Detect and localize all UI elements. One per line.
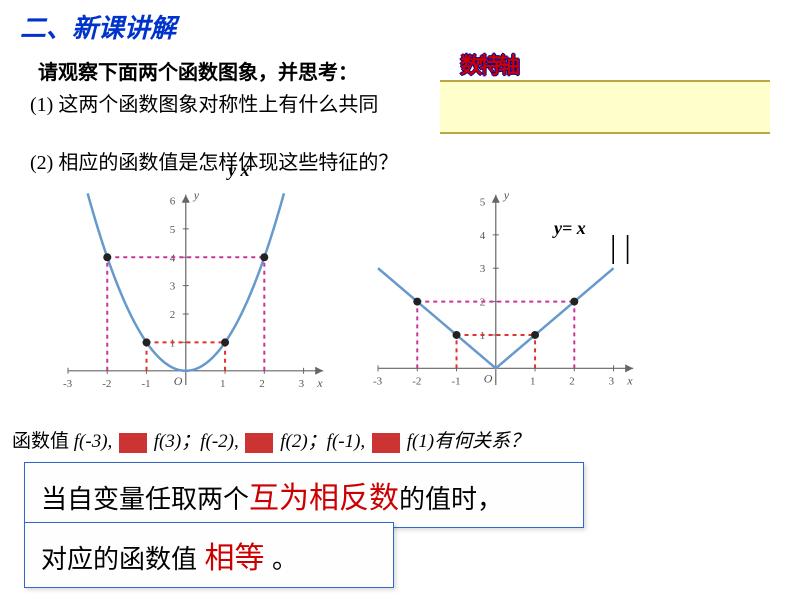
observe-text: 请观察下面两个函数图象，并思考： — [38, 56, 358, 85]
svg-text:-1: -1 — [452, 375, 461, 387]
highlight-box — [440, 80, 770, 134]
svg-text:-3: -3 — [373, 375, 383, 387]
svg-text:x: x — [316, 376, 323, 390]
svg-text:2: 2 — [569, 375, 575, 387]
question-1: (1) 这两个函数图象对称性上有什么共同 — [30, 88, 378, 117]
value-question: 函数值 f(-3), f(3)；f(-2), f(2)；f(-1), f(1)有… — [12, 426, 529, 453]
svg-text:5: 5 — [480, 196, 486, 208]
blur-badge: 数特轴 — [460, 48, 517, 80]
red-block-1 — [119, 433, 147, 453]
svg-text:2: 2 — [170, 309, 176, 321]
svg-text:-1: -1 — [142, 378, 151, 390]
svg-text:3: 3 — [170, 281, 176, 293]
svg-text:3: 3 — [609, 375, 615, 387]
svg-text:x: x — [626, 373, 633, 387]
svg-text:1: 1 — [530, 375, 536, 387]
svg-text:O: O — [174, 374, 183, 388]
svg-text:1: 1 — [480, 330, 486, 342]
red-block-3 — [372, 433, 400, 453]
svg-text:3: 3 — [299, 378, 305, 390]
conclusion-box-1: 当自变量任取两个互为相反数的值时， — [24, 462, 584, 528]
question-2: (2) 相应的函数值是怎样体现这些特征的？ — [30, 146, 398, 175]
red-block-2 — [245, 433, 273, 453]
svg-text:-3: -3 — [63, 378, 73, 390]
conclusion-box-2: 对应的函数值 相等 。 — [24, 522, 394, 588]
svg-text:1: 1 — [220, 378, 226, 390]
svg-text:4: 4 — [480, 230, 486, 242]
svg-text:-2: -2 — [102, 378, 111, 390]
svg-text:2: 2 — [259, 378, 265, 390]
svg-text:-2: -2 — [412, 375, 421, 387]
svg-text:y: y — [193, 188, 200, 202]
graph-parabola: xyO-3-2-1123123456 — [40, 178, 340, 413]
section-title: 二、新课讲解 — [20, 8, 176, 45]
svg-text:5: 5 — [170, 224, 176, 236]
svg-text:3: 3 — [480, 263, 486, 275]
graph-absolute: xyO-3-2-112312345 — [350, 178, 650, 413]
svg-text:6: 6 — [170, 195, 176, 207]
svg-text:O: O — [484, 371, 493, 385]
svg-text:y: y — [503, 188, 510, 202]
